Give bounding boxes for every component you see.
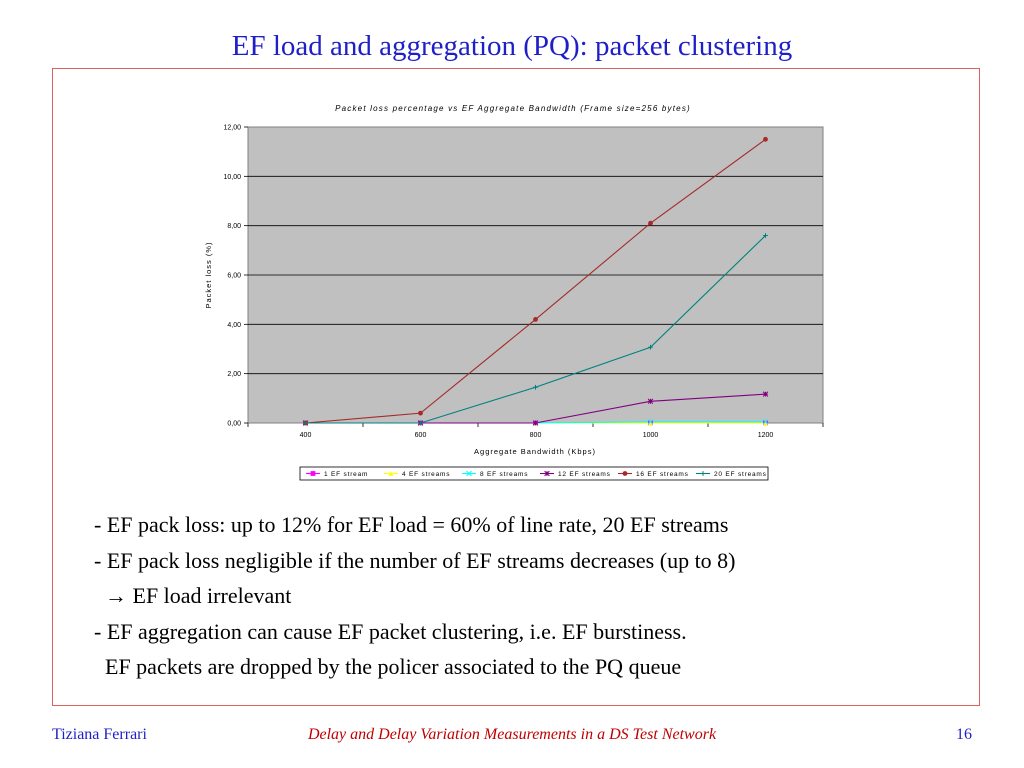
data-point [762,391,769,397]
data-point [532,420,539,426]
page-number: 16 [956,726,972,743]
gridlines [248,175,823,375]
data-point [418,410,423,416]
y-tick-label: 8,00 [227,223,241,230]
x-tick-label: 1200 [758,432,774,439]
y-tick-label: 2,00 [227,371,241,378]
data-point [533,317,538,322]
legend-marker [310,471,316,476]
legend-label: 8 EF streams [480,471,528,478]
legend-label: 4 EF streams [402,471,450,478]
y-axis-label: Packet loss (%) [204,241,213,308]
bullet-3: → EF load irrelevant [94,583,292,608]
data-point [763,233,768,238]
data-point [418,420,423,426]
y-tick-label: 10,00 [223,174,241,181]
data-point [763,420,768,426]
x-tick-label: 1000 [643,432,659,439]
legend-marker [466,470,472,477]
x-tick-label: 600 [415,432,427,439]
footer-title: Delay and Delay Variation Measurements i… [307,726,717,743]
x-axis-label: Aggregate Bandwidth (Kbps) [474,447,596,456]
slide-title: EF load and aggregation (PQ): packet clu… [231,30,793,62]
bullet-2: - EF pack loss negligible if the number … [94,547,736,573]
x-tick-label: 400 [300,432,312,439]
legend-label: 20 EF streams [714,471,767,478]
data-point [648,420,653,426]
y-tick-label: 6,00 [227,273,241,280]
legend-label: 12 EF streams [558,471,611,478]
content-frame [52,68,980,706]
x-tick-label: 800 [530,432,542,439]
legend-marker [700,471,706,476]
legend-marker [622,471,628,476]
legend-marker [388,471,394,476]
bullet-5: EF packets are dropped by the policer as… [94,654,682,679]
data-point [533,384,538,390]
y-tick-label: 0,00 [227,421,241,428]
legend-marker [544,470,550,477]
data-point [647,398,654,405]
y-tick-label: 4,00 [227,322,241,329]
data-point [648,220,653,226]
legend-label: 16 EF streams [636,471,689,478]
data-point [648,344,653,350]
bullet-4: - EF aggregation can cause EF packet clu… [94,618,687,644]
chart-title: Packet loss percentage vs EF Aggregate B… [335,104,691,113]
data-point [647,419,654,425]
legend-label: 1 EF stream [324,471,368,478]
y-tick-label: 12,00 [223,125,241,132]
data-point [762,419,769,425]
footer-author: Tiziana Ferrari [52,726,147,743]
data-point [303,420,308,426]
bullet-list: - EF pack loss: up to 12% for EF load = … [94,507,736,685]
bullet-1: - EF pack loss: up to 12% for EF load = … [94,512,729,537]
legend-box [299,466,769,481]
data-point [763,136,768,142]
